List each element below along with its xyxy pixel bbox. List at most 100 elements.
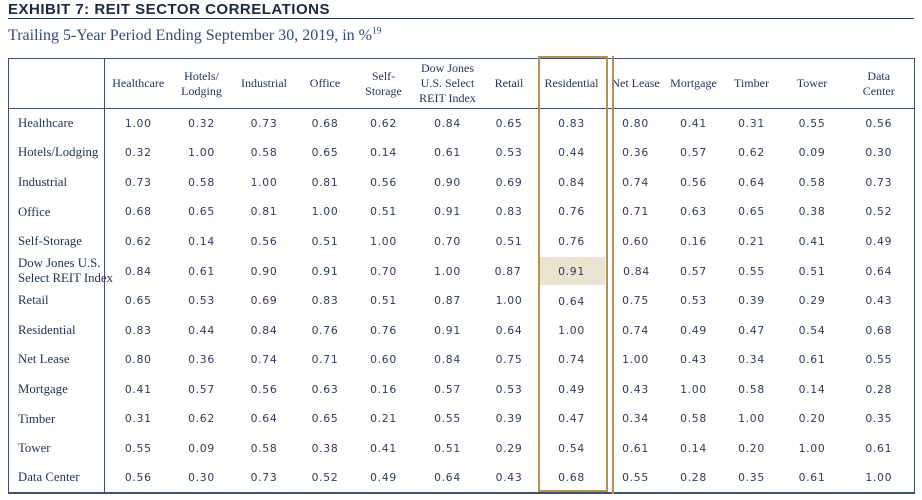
correlation-cell: 0.64	[865, 264, 893, 278]
correlation-cell: 0.74	[622, 323, 649, 337]
correlation-cell: 1.00	[680, 382, 707, 396]
table-corner-cell	[8, 58, 105, 109]
correlation-cell: 0.68	[865, 323, 893, 337]
correlation-cell: 0.80	[124, 353, 152, 367]
correlation-cell: 0.60	[622, 235, 649, 249]
correlation-cell: 0.30	[865, 146, 893, 160]
correlation-cell: 0.36	[188, 353, 215, 367]
row-header: Mortgage	[8, 374, 105, 405]
correlation-cell: 0.74	[558, 353, 585, 367]
correlation-cell: 0.49	[370, 471, 397, 485]
correlation-cell: 0.83	[495, 205, 523, 219]
correlation-cell: 0.58	[250, 146, 278, 160]
correlation-table: Healthcare Hotels/ Lodging Industrial Offic…	[8, 58, 915, 494]
correlation-cell: 0.44	[188, 323, 215, 337]
correlation-cell: 0.84	[434, 117, 461, 131]
correlation-cell: 0.71	[311, 353, 339, 367]
table-row: Healthcare 1.00 0.32 0.73 0.68 0.62 0.84 0.65 0.…	[8, 108, 915, 139]
correlation-cell: 0.47	[738, 323, 765, 337]
header-row: Healthcare Hotels/ Lodging Industrial Offic…	[8, 58, 915, 109]
correlation-cell: 0.38	[798, 205, 826, 219]
correlation-cell: 0.61	[798, 471, 826, 485]
correlation-cell: 0.68	[311, 117, 339, 131]
correlation-cell: 1.00	[370, 235, 397, 249]
correlation-cell: 0.34	[622, 412, 649, 426]
correlation-cell: 0.20	[738, 441, 765, 455]
correlation-cell: 0.62	[124, 235, 152, 249]
table-row: Dow Jones U.S. Select REIT Index 0.84 0.61…	[8, 256, 915, 286]
table-row: Industrial 0.73 0.58 1.00 0.81 0.56 0.90 0.69 0.…	[8, 167, 915, 198]
correlation-cell: 0.62	[370, 117, 397, 131]
correlation-cell: 1.00	[798, 441, 826, 455]
correlation-cell: 0.58	[738, 382, 765, 396]
table-row: Office 0.68 0.65 0.81 1.00 0.51 0.91 0.83 0.76 0.…	[8, 197, 915, 227]
correlation-cell: 0.55	[124, 441, 152, 455]
correlation-cell: 0.61	[798, 353, 826, 367]
correlation-cell: 0.64	[738, 175, 765, 189]
correlation-cell: 0.65	[495, 117, 523, 131]
correlation-cell: 0.76	[311, 323, 339, 337]
correlation-cell: 0.38	[311, 441, 339, 455]
correlation-cell: 0.69	[495, 175, 523, 189]
correlation-cell: 0.52	[311, 471, 339, 485]
table-row: Hotels/Lodging 0.32 1.00 0.58 0.65 0.14 0.61 0.…	[8, 138, 915, 168]
correlation-cell: 0.53	[680, 294, 707, 308]
correlation-cell: 0.70	[434, 235, 461, 249]
correlation-cell: 0.56	[865, 117, 893, 131]
row-header: Retail	[8, 285, 105, 316]
correlation-cell: 0.83	[311, 294, 339, 308]
correlation-cell: 0.41	[680, 117, 707, 131]
column-header: Residential	[536, 58, 607, 109]
correlation-cell: 0.35	[865, 412, 893, 426]
correlation-cell: 0.87	[494, 264, 522, 278]
correlation-cell: 0.14	[680, 441, 707, 455]
correlation-cell: 0.35	[738, 471, 765, 485]
correlation-cell: 0.61	[434, 146, 461, 160]
correlation-cell: 0.14	[370, 146, 397, 160]
correlation-cell: 0.43	[865, 294, 893, 308]
correlation-cell: 0.34	[738, 353, 765, 367]
correlation-cell: 0.76	[370, 323, 397, 337]
correlation-cell: 0.90	[434, 175, 461, 189]
correlation-cell: 0.57	[680, 264, 707, 278]
column-header: Retail	[481, 58, 537, 109]
title-underline	[8, 18, 914, 19]
correlation-cell: 0.36	[622, 146, 649, 160]
correlation-cell: 0.49	[680, 323, 707, 337]
correlation-cell: 0.43	[622, 382, 649, 396]
table-row: Mortgage 0.41 0.57 0.56 0.63 0.16 0.57 0.53 0.49…	[8, 374, 915, 405]
row-header: Office	[8, 197, 105, 227]
correlation-cell: 1.00	[865, 471, 893, 485]
correlation-cell: 0.64	[250, 412, 278, 426]
correlation-cell: 0.75	[495, 353, 523, 367]
row-header: Dow Jones U.S. Select REIT Index	[8, 256, 113, 286]
correlation-cell: 0.70	[370, 264, 397, 278]
correlation-cell: 0.51	[798, 264, 826, 278]
correlation-cell: 0.49	[865, 235, 893, 249]
correlation-cell: 0.53	[495, 146, 523, 160]
correlation-cell: 0.51	[434, 441, 461, 455]
correlation-cell: 0.73	[250, 471, 278, 485]
correlation-cell: 0.83	[124, 323, 152, 337]
correlation-cell: 1.00	[124, 117, 152, 131]
subtitle-footnote-ref: 19	[371, 26, 382, 37]
correlation-cell: 0.56	[680, 175, 707, 189]
column-header: Self- Storage	[353, 58, 414, 109]
correlation-cell: 0.21	[738, 235, 765, 249]
correlation-cell: 0.31	[124, 412, 152, 426]
correlation-cell: 0.76	[558, 205, 585, 219]
correlation-cell: 0.41	[370, 441, 397, 455]
correlation-cell: 0.62	[738, 146, 765, 160]
correlation-cell: 0.65	[311, 146, 339, 160]
correlation-cell: 0.56	[250, 382, 278, 396]
correlation-cell: 0.69	[250, 294, 278, 308]
correlation-cell: 0.58	[680, 412, 707, 426]
highlighted-correlation-cell: 0.91	[537, 256, 607, 286]
correlation-cell: 0.56	[124, 471, 152, 485]
row-header: Net Lease	[8, 345, 105, 375]
correlation-cell: 0.49	[558, 382, 585, 396]
correlation-cell: 0.63	[680, 205, 707, 219]
correlation-cell: 0.32	[124, 146, 152, 160]
table-row: Residential 0.83 0.44 0.84 0.76 0.76 0.91 0.64 1…	[8, 315, 915, 345]
correlation-cell: 0.56	[370, 175, 397, 189]
